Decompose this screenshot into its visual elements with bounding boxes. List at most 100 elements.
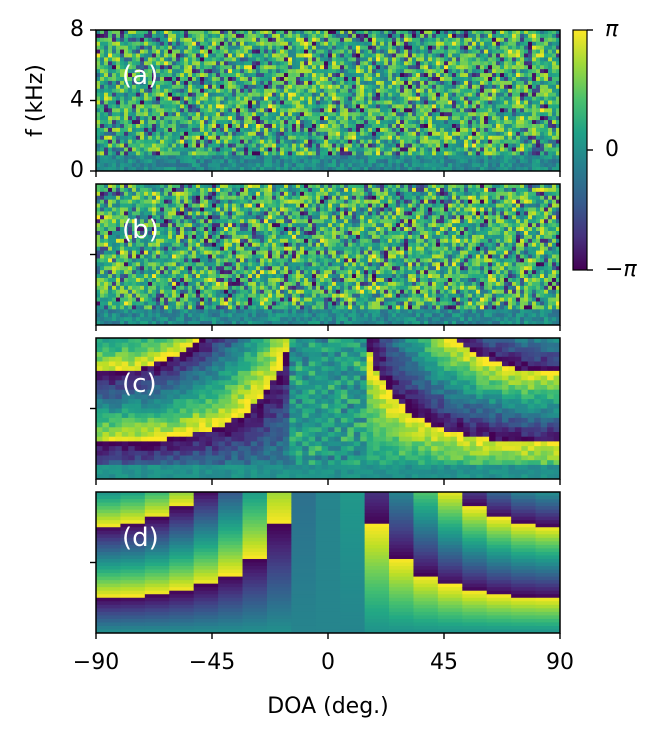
heat-cell (228, 127, 233, 133)
heat-cell (304, 100, 309, 105)
heat-cell (232, 120, 237, 125)
heat-cell (404, 61, 409, 66)
heat-cell (488, 41, 493, 47)
heat-cell (496, 143, 501, 148)
heat-cell (440, 69, 445, 74)
heat-cell (340, 88, 345, 94)
heat-cell (352, 69, 357, 74)
heat-cell (360, 80, 365, 86)
heat-cell (480, 65, 485, 70)
heat-cell (460, 69, 465, 74)
heat-cell (404, 155, 409, 160)
heat-cell (128, 131, 133, 137)
heat-cell (292, 112, 297, 117)
heat-cell (436, 77, 441, 82)
heat-cell (300, 57, 305, 62)
heat-cell (488, 57, 493, 62)
heat-cell (248, 33, 253, 39)
heat-cell (512, 88, 517, 94)
heat-cell (504, 49, 509, 54)
heat-cell (208, 124, 213, 129)
heat-cell (388, 112, 393, 117)
heat-cell (220, 131, 225, 137)
heat-cell (288, 84, 293, 90)
heat-cell (124, 135, 129, 141)
heat-cell (472, 203, 477, 208)
heat-cell (120, 57, 125, 62)
heat-cell (468, 151, 473, 156)
heat-cell (296, 139, 301, 144)
heat-cell (360, 155, 365, 160)
heat-cell (548, 127, 553, 133)
heat-cell (204, 147, 209, 152)
heat-cell (504, 100, 509, 105)
heat-cell (448, 163, 453, 168)
heat-cell (124, 112, 129, 117)
heat-cell (544, 195, 549, 201)
heat-cell (148, 191, 153, 197)
heat-cell (100, 92, 105, 97)
heat-cell (404, 120, 409, 125)
heat-cell (196, 92, 201, 97)
heat-cell (168, 92, 173, 97)
heat-cell (440, 30, 445, 35)
heat-cell (304, 131, 309, 137)
heat-cell (232, 33, 237, 39)
heat-cell (524, 80, 529, 86)
heat-cell (536, 120, 541, 125)
heat-cell (544, 92, 549, 97)
heat-cell (448, 33, 453, 39)
heat-cell (552, 127, 557, 133)
heat-cell (264, 116, 269, 121)
heat-cell (236, 195, 241, 201)
heat-cell (112, 80, 117, 86)
heat-cell (224, 203, 229, 208)
heat-cell (164, 143, 169, 148)
heat-cell (508, 33, 513, 39)
heat-cell (528, 163, 533, 168)
heat-cell (396, 112, 401, 117)
heat-cell (380, 199, 385, 204)
heat-cell (460, 49, 465, 54)
heat-cell (336, 30, 341, 35)
heat-cell (164, 203, 169, 208)
heat-cell (424, 143, 429, 148)
heat-cell (548, 116, 553, 121)
heat-cell (208, 30, 213, 35)
heat-cell (112, 163, 117, 168)
heat-cell (204, 155, 209, 160)
heat-cell (192, 135, 197, 141)
heat-cell (300, 112, 305, 117)
heat-cell (300, 191, 305, 197)
heat-cell (532, 77, 537, 82)
heat-cell (284, 33, 289, 39)
heat-cell (220, 49, 225, 54)
heat-cell (300, 30, 305, 35)
heat-cell (528, 143, 533, 148)
heat-cell (540, 191, 545, 197)
heat-cell (288, 104, 293, 109)
heat-cell (216, 61, 221, 66)
heat-cell (432, 147, 437, 152)
heat-cell (484, 57, 489, 62)
heat-cell (148, 41, 153, 47)
heat-cell (480, 151, 485, 156)
heat-cell (204, 112, 209, 117)
heat-cell (296, 124, 301, 129)
heat-cell (244, 30, 249, 35)
heat-cell (408, 167, 413, 172)
heat-cell (200, 77, 205, 82)
heat-cell (452, 104, 457, 109)
heat-cell (452, 96, 457, 101)
heat-cell (356, 57, 361, 62)
heat-cell (188, 92, 193, 97)
heat-cell (408, 199, 413, 204)
heat-cell (280, 61, 285, 66)
heat-cell (220, 77, 225, 82)
heat-cell (252, 207, 257, 212)
heat-cell (140, 184, 145, 189)
heat-cell (168, 151, 173, 156)
heat-cell (508, 49, 513, 54)
heat-cell (384, 124, 389, 129)
heat-cell (244, 124, 249, 129)
